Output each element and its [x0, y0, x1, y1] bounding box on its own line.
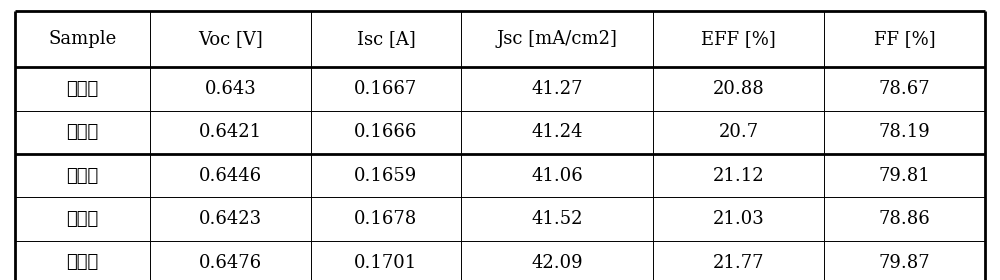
- Text: 79.81: 79.81: [879, 167, 930, 185]
- Text: 78.67: 78.67: [879, 80, 930, 98]
- Text: 0.1666: 0.1666: [354, 123, 418, 141]
- Text: 0.1659: 0.1659: [354, 167, 418, 185]
- Text: 改善前: 改善前: [66, 123, 99, 141]
- Text: 41.52: 41.52: [531, 210, 583, 228]
- Text: 78.19: 78.19: [879, 123, 930, 141]
- Text: 0.6446: 0.6446: [199, 167, 262, 185]
- Text: 42.09: 42.09: [531, 253, 583, 272]
- Text: 20.88: 20.88: [713, 80, 764, 98]
- Text: 0.1701: 0.1701: [354, 253, 418, 272]
- Text: Jsc [mA/cm2]: Jsc [mA/cm2]: [497, 30, 617, 48]
- Text: 改善后: 改善后: [66, 253, 99, 272]
- Text: Isc [A]: Isc [A]: [357, 30, 415, 48]
- Text: 21.12: 21.12: [713, 167, 764, 185]
- Text: 0.1667: 0.1667: [354, 80, 418, 98]
- Text: 0.6476: 0.6476: [199, 253, 262, 272]
- Text: 改善前: 改善前: [66, 80, 99, 98]
- Text: Voc [V]: Voc [V]: [198, 30, 263, 48]
- Text: FF [%]: FF [%]: [874, 30, 935, 48]
- Text: 0.6423: 0.6423: [199, 210, 262, 228]
- Text: 78.86: 78.86: [879, 210, 930, 228]
- Text: 21.03: 21.03: [713, 210, 764, 228]
- Text: 0.643: 0.643: [204, 80, 256, 98]
- Text: 0.1678: 0.1678: [354, 210, 418, 228]
- Text: 0.6421: 0.6421: [199, 123, 262, 141]
- Text: Sample: Sample: [48, 30, 117, 48]
- Text: EFF [%]: EFF [%]: [701, 30, 776, 48]
- Text: 79.87: 79.87: [879, 253, 930, 272]
- Text: 41.06: 41.06: [531, 167, 583, 185]
- Text: 改善后: 改善后: [66, 167, 99, 185]
- Text: 20.7: 20.7: [719, 123, 759, 141]
- Text: 21.77: 21.77: [713, 253, 764, 272]
- Text: 41.24: 41.24: [531, 123, 583, 141]
- Text: 改善后: 改善后: [66, 210, 99, 228]
- Text: 41.27: 41.27: [531, 80, 583, 98]
